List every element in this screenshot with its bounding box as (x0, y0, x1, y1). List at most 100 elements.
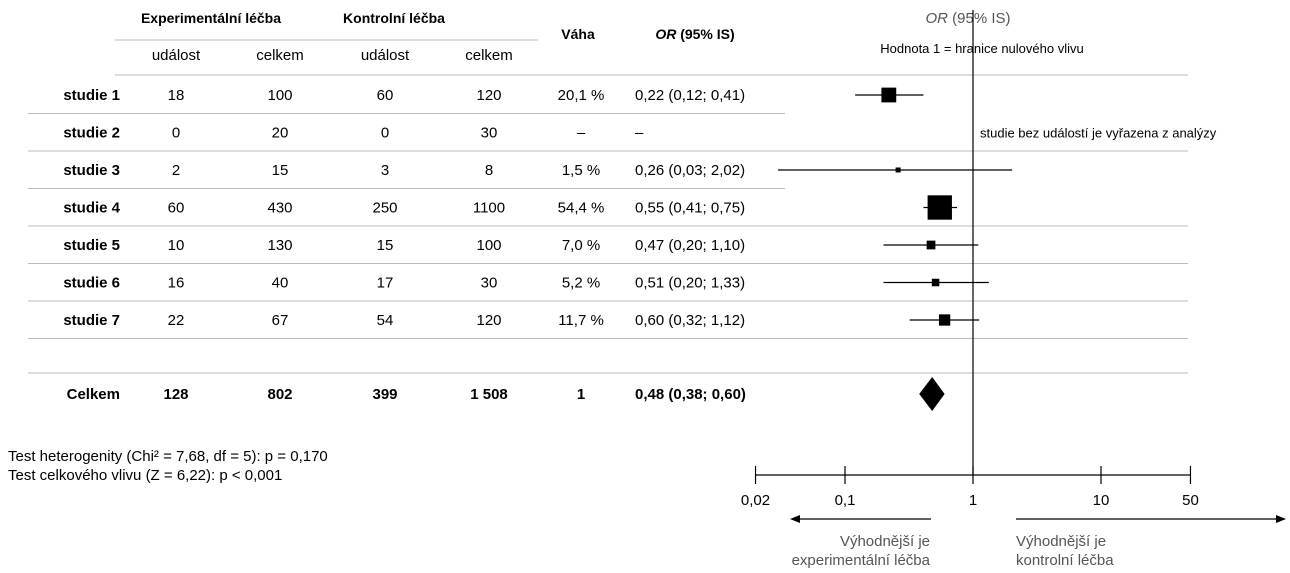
cell-ctrl-events: 15 (377, 237, 394, 254)
direction-left-line2: experimentální léčba (792, 552, 931, 569)
cell-label: studie 4 (63, 200, 120, 217)
study-ci (855, 87, 924, 103)
cell-exp-total: 430 (267, 200, 292, 217)
x-tick-label: 1 (969, 492, 977, 509)
direction-right-line2: kontrolní léčba (1016, 552, 1114, 569)
cell-ctrl-total: 120 (476, 87, 501, 104)
cell-ctrl-total: 30 (481, 125, 498, 142)
left-arrowhead (790, 515, 800, 523)
table-header: Experimentální léčba Kontrolní léčba Váh… (141, 10, 1084, 64)
header-lines (115, 39, 1188, 76)
x-tick-label: 10 (1093, 492, 1110, 509)
study-ci (909, 314, 980, 326)
cell-exp-total: 67 (272, 312, 289, 329)
cell-exp-total: 130 (267, 237, 292, 254)
direction-arrows (790, 515, 1286, 523)
cell-ctrl-events: 60 (377, 87, 394, 104)
cell-label: studie 5 (63, 237, 120, 254)
cell-ctrl-events: 3 (381, 162, 389, 179)
cell-ctrl-events: 0 (381, 125, 389, 142)
cell-label: studie 6 (63, 275, 120, 292)
weight-square (895, 167, 901, 173)
header-ctrl-event: událost (361, 47, 410, 64)
cell-weight: 20,1 % (558, 87, 605, 104)
cell-weight: 11,7 % (558, 312, 604, 329)
header-exp-total: celkem (256, 47, 304, 64)
total-cell-ctrl-total: 1 508 (470, 386, 508, 403)
weight-square (927, 195, 952, 220)
summary-diamond (919, 377, 945, 411)
cell-label: studie 7 (63, 312, 120, 329)
total-cell-ctrl-events: 399 (372, 386, 397, 403)
cell-exp-events: 60 (168, 200, 185, 217)
cell-or-text: 0,22 (0,12; 0,41) (635, 87, 745, 104)
cell-weight: 54,4 % (558, 200, 605, 217)
cell-exp-total: 15 (272, 162, 289, 179)
total-cell-exp-events: 128 (163, 386, 188, 403)
table-row: studie 3 2 15 3 8 1,5 % 0,26 (0,03; 2,02) (63, 162, 745, 179)
cell-exp-events: 22 (168, 312, 185, 329)
right-arrowhead (1276, 515, 1286, 523)
direction-labels: Výhodnější je experimentální léčba Výhod… (792, 533, 1115, 569)
cell-exp-events: 2 (172, 162, 180, 179)
header-exp-event: událost (152, 47, 201, 64)
cell-ctrl-events: 17 (377, 275, 394, 292)
header-experimental: Experimentální léčba (141, 10, 281, 26)
test-overall: Test celkového vlivu (Z = 6,22): p < 0,0… (8, 467, 282, 484)
cell-or-text: 0,26 (0,03; 2,02) (635, 162, 745, 179)
x-tick-label: 0,02 (741, 492, 770, 509)
header-weight: Váha (561, 26, 595, 42)
study-ci (883, 278, 989, 287)
weight-square (931, 278, 940, 287)
study-ci (923, 195, 958, 220)
cell-ctrl-total: 120 (476, 312, 501, 329)
study-ci (778, 167, 1013, 173)
cell-or-text: 0,60 (0,32; 1,12) (635, 312, 745, 329)
header-ctrl-total: celkem (465, 47, 513, 64)
table-row: studie 1 18 100 60 120 20,1 % 0,22 (0,12; 0,41… (63, 87, 745, 104)
cell-weight: 1,5 % (562, 162, 600, 179)
weight-square (881, 87, 897, 103)
header-or: OR (95% IS) (655, 26, 734, 42)
weight-square (938, 314, 951, 326)
total-cell-label: Celkem (67, 386, 120, 403)
cell-exp-events: 16 (168, 275, 185, 292)
cell-exp-total: 20 (272, 125, 289, 142)
study-ci (883, 240, 979, 250)
cell-ctrl-total: 1100 (473, 200, 505, 217)
table-row: studie 2 0 20 0 30 – – studie bez událostí je v… (63, 125, 1216, 142)
cell-exp-total: 100 (267, 87, 292, 104)
plot-header-null-note: Hodnota 1 = hranice nulového vlivu (880, 41, 1083, 56)
total-cell-or-text: 0,48 (0,38; 0,60) (635, 386, 746, 403)
table-row: studie 4 60 430 250 1100 54,4 % 0,55 (0,41; 0,… (63, 200, 745, 217)
cell-exp-events: 18 (168, 87, 185, 104)
plot-area: 0,02 0,1 1 10 50 (741, 10, 1286, 523)
excluded-note: studie bez událostí je vyřazena z analýz… (980, 126, 1217, 141)
cell-ctrl-total: 8 (485, 162, 493, 179)
direction-left-line1: Výhodnější je (840, 533, 930, 550)
cell-exp-events: 10 (168, 237, 185, 254)
cell-weight: 5,2 % (562, 275, 600, 292)
cell-label: studie 2 (63, 125, 120, 142)
cell-weight: 7,0 % (562, 237, 600, 254)
x-tick-label: 0,1 (835, 492, 856, 509)
test-heterogeneity: Test heterogenity (Chi² = 7,68, df = 5):… (8, 448, 328, 465)
x-tick-label: 50 (1182, 492, 1199, 509)
cell-exp-events: 0 (172, 125, 180, 142)
cell-label: studie 3 (63, 162, 120, 179)
cell-ctrl-events: 54 (377, 312, 394, 329)
cell-or-text: 0,51 (0,20; 1,33) (635, 275, 745, 292)
table-row: studie 6 16 40 17 30 5,2 % 0,51 (0,20; 1,33) (63, 275, 745, 292)
plot-header-or: OR (95% IS) (925, 10, 1010, 27)
cell-weight: – (577, 125, 586, 142)
cell-ctrl-total: 30 (481, 275, 498, 292)
cell-ctrl-events: 250 (372, 200, 397, 217)
study-rows: studie 1 18 100 60 120 20,1 % 0,22 (0,12; 0,41… (28, 87, 1217, 403)
cell-label: studie 1 (63, 87, 120, 104)
cell-or-text: 0,47 (0,20; 1,10) (635, 237, 745, 254)
cell-or-text: – (635, 125, 644, 142)
table-row-total: Celkem 128 802 399 1 508 1 0,48 (0,38; 0,60) (67, 386, 746, 403)
cell-or-text: 0,55 (0,41; 0,75) (635, 200, 745, 217)
header-control: Kontrolní léčba (343, 10, 445, 26)
